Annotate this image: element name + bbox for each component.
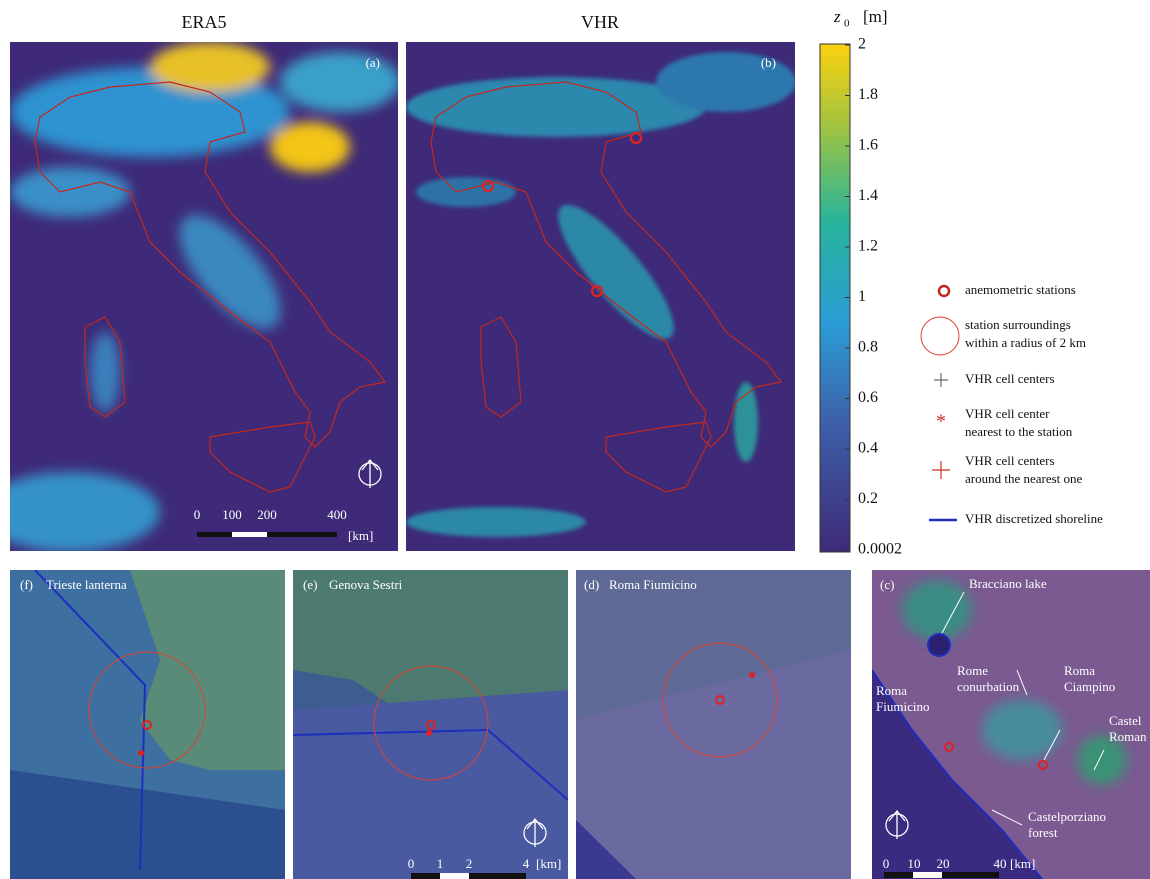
colorbar-unit: [m]	[863, 7, 888, 26]
panel-c: (c) 0 10 20 40 [km] Bracciano lake Romeco…	[872, 570, 1150, 879]
svg-text:*: *	[936, 411, 946, 433]
colorbar-tick-label: 0.4	[858, 440, 878, 457]
colorbar-symbol: z	[833, 7, 841, 26]
legend-label: nearest to the station	[965, 424, 1073, 439]
annotation: Fiumicino	[876, 699, 929, 714]
panel-label: (e)	[303, 577, 317, 592]
map-era5: (a) 0 100 200 400 [km]	[10, 42, 398, 551]
colorbar-subscript: 0	[844, 18, 850, 30]
annotation: Castel	[1109, 713, 1142, 728]
panel-label: (f)	[20, 577, 33, 592]
map-vhr: (b)	[406, 42, 795, 551]
panel-title: VHR	[581, 12, 619, 32]
panel-e: (e) Genova Sestri 0 1 2 4 [km]	[293, 570, 568, 879]
scale-unit: [km]	[348, 528, 373, 543]
legend-label: around the nearest one	[965, 471, 1083, 486]
scale-tick: 2	[466, 856, 473, 871]
panel-d: (d) Roma Fiumicino	[576, 570, 851, 879]
legend: * anemometric stations station surroundin…	[920, 282, 1103, 526]
panel-name: Trieste lanterna	[46, 577, 127, 592]
annotation: Rome	[957, 663, 988, 678]
panel-name: Genova Sestri	[329, 577, 403, 592]
legend-label: VHR discretized shoreline	[965, 511, 1103, 526]
legend-label: VHR cell centers	[965, 371, 1055, 386]
annotation: Bracciano lake	[969, 576, 1047, 591]
annotation: conurbation	[957, 679, 1020, 694]
colorbar-tick-label: 1	[858, 288, 866, 305]
scale-tick: 200	[257, 507, 277, 522]
colorbar-tick-label: 0.2	[858, 490, 878, 507]
colorbar-tick-label: 0.0002	[858, 541, 902, 558]
scale-tick: 10	[908, 856, 921, 871]
scale-tick: 0	[194, 507, 201, 522]
colorbar-tick-label: 0.6	[858, 389, 878, 406]
legend-label: anemometric stations	[965, 282, 1076, 297]
annotation: Roma	[1064, 663, 1095, 678]
legend-label: VHR cell center	[965, 406, 1050, 421]
scale-unit: [km]	[536, 856, 561, 871]
colorbar-tick-label: 1.4	[858, 187, 878, 204]
panel-label: (c)	[880, 577, 894, 592]
panel-label: (d)	[584, 577, 599, 592]
scale-tick: 40	[994, 856, 1007, 871]
annotation: forest	[1028, 825, 1058, 840]
scale-tick: 400	[327, 507, 347, 522]
scale-tick: 0	[408, 856, 415, 871]
legend-label: VHR cell centers	[965, 453, 1055, 468]
panel-name: Roma Fiumicino	[609, 577, 697, 592]
colorbar-tick-label: 0.8	[858, 339, 878, 356]
legend-label: within a radius of 2 km	[965, 335, 1086, 350]
annotation: Roman	[1109, 729, 1147, 744]
annotation: Castelporziano	[1028, 809, 1106, 824]
panel-label: (b)	[761, 55, 776, 70]
colorbar-tick-label: 1.8	[858, 86, 878, 103]
annotation: Ciampino	[1064, 679, 1115, 694]
colorbar-tick-label: 2	[858, 36, 866, 53]
annotation: Roma	[876, 683, 907, 698]
scale-tick: 1	[437, 856, 444, 871]
panel-title: ERA5	[182, 12, 227, 32]
panel-label: (a)	[366, 55, 380, 70]
colorbar-tick-label: 1.2	[858, 238, 878, 255]
scale-tick: 4	[523, 856, 530, 871]
colorbar-tick-label: 1.6	[858, 137, 878, 154]
scale-unit: [km]	[1010, 856, 1035, 871]
scale-tick: 20	[937, 856, 950, 871]
scale-tick: 100	[222, 507, 242, 522]
panel-f: (f) Trieste lanterna	[10, 570, 285, 879]
legend-label: station surroundings	[965, 317, 1071, 332]
scale-tick: 0	[883, 856, 890, 871]
